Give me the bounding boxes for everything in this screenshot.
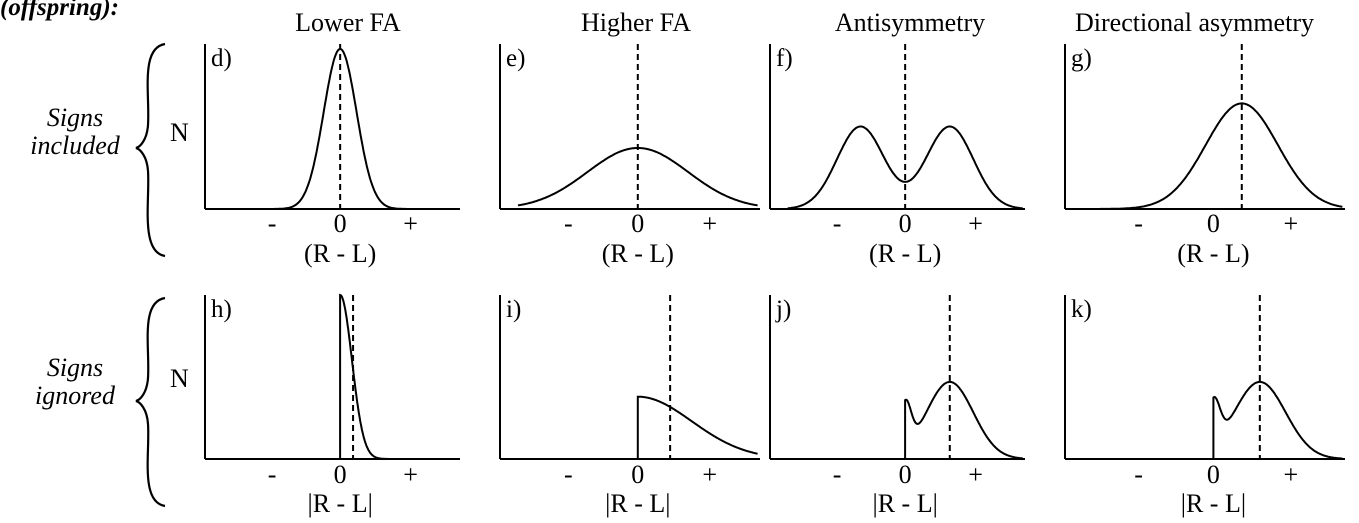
panel-letter-label: h) — [211, 296, 232, 323]
tick-label-minus: - — [1134, 209, 1143, 238]
x-axis-label: (R - L) — [869, 239, 941, 268]
x-axis-label: |R - L| — [605, 489, 670, 518]
column-title-higher-fa: Higher FA — [580, 8, 691, 37]
panel-letter-label: f) — [776, 45, 793, 72]
panel-letter-label: d) — [211, 45, 232, 72]
row-label-signs-included: Signs included — [0, 104, 150, 160]
tick-label-plus: + — [968, 209, 983, 238]
x-axis-label: |R - L| — [873, 489, 938, 518]
distribution-curve — [787, 125, 1023, 210]
tick-label-plus: + — [1283, 209, 1298, 238]
tick-label-zero: 0 — [334, 209, 347, 238]
tick-label-zero: 0 — [334, 460, 347, 489]
distribution-curve — [1084, 102, 1343, 210]
tick-label-minus: - — [564, 460, 573, 489]
tick-label-minus: - — [833, 460, 842, 489]
x-axis-label: (R - L) — [602, 239, 674, 268]
tick-label-plus: + — [702, 209, 717, 238]
panel-letter-label: k) — [1071, 296, 1092, 323]
panel-letter-label: e) — [506, 45, 525, 72]
tick-label-plus: + — [968, 460, 983, 489]
row-label-signs-ignored: Signs ignored — [0, 354, 150, 410]
tick-label-zero: 0 — [899, 460, 912, 489]
tick-label-plus: + — [403, 209, 418, 238]
distribution-curve — [904, 380, 1023, 460]
tick-label-minus: - — [833, 209, 842, 238]
tick-label-plus: + — [1283, 460, 1298, 489]
column-title-directional-asymmetry: Directional asymmetry — [1075, 8, 1314, 37]
distribution-curve — [636, 395, 758, 459]
x-axis-label: |R - L| — [308, 489, 373, 518]
tick-label-plus: + — [702, 460, 717, 489]
row-label-line1: Signs — [46, 353, 104, 382]
brace-top — [135, 42, 166, 258]
tick-label-minus: - — [564, 209, 573, 238]
row-label-line1: Signs — [46, 103, 104, 132]
tick-label-zero: 0 — [1207, 460, 1220, 489]
tick-label-zero: 0 — [899, 209, 912, 238]
tick-label-minus: - — [268, 209, 277, 238]
x-axis-label: (R - L) — [304, 239, 376, 268]
panel-letter-label: j) — [775, 296, 791, 323]
panel-letter-label: g) — [1071, 45, 1092, 72]
tick-label-plus: + — [403, 460, 418, 489]
panel-letter-label: i) — [506, 296, 521, 323]
tick-label-zero: 0 — [1207, 209, 1220, 238]
tick-label-minus: - — [1134, 460, 1143, 489]
distribution-curve — [1212, 380, 1343, 460]
tick-label-zero: 0 — [631, 209, 644, 238]
tick-label-zero: 0 — [631, 460, 644, 489]
brace-bottom — [135, 296, 166, 508]
row-label-line2: ignored — [35, 381, 115, 410]
column-title-lower-fa: Lower FA — [295, 8, 401, 37]
column-title-antisymmetry: Antisymmetry — [834, 8, 986, 37]
header-label: (offspring): — [0, 0, 119, 21]
y-axis-label-bottom: N — [170, 364, 189, 393]
x-axis-label: |R - L| — [1181, 489, 1246, 518]
y-axis-label-top: N — [170, 118, 189, 147]
x-axis-label: (R - L) — [1177, 239, 1249, 268]
tick-label-minus: - — [268, 460, 277, 489]
row-label-line2: included — [30, 131, 120, 160]
distribution-curve — [339, 293, 458, 460]
